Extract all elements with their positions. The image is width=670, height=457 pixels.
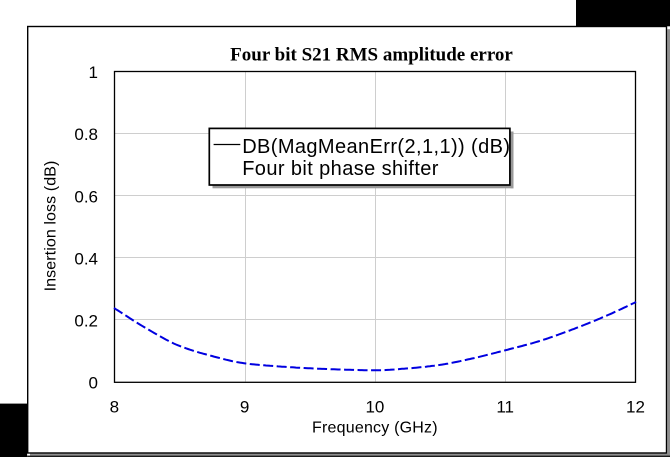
- svg-text:Insertion loss (dB): Insertion loss (dB): [43, 161, 60, 292]
- svg-text:0.8: 0.8: [74, 125, 98, 144]
- svg-text:0: 0: [89, 374, 98, 393]
- svg-text:10: 10: [365, 398, 384, 417]
- svg-text:Four bit S21 RMS amplitude err: Four bit S21 RMS amplitude error: [230, 45, 513, 66]
- svg-text:0.4: 0.4: [74, 249, 98, 268]
- svg-text:12: 12: [626, 398, 645, 417]
- svg-text:1: 1: [89, 63, 98, 82]
- svg-text:DB(MagMeanErr(2,1,1)) (dB): DB(MagMeanErr(2,1,1)) (dB): [242, 136, 510, 158]
- svg-text:11: 11: [496, 398, 514, 417]
- svg-text:0.2: 0.2: [74, 312, 98, 331]
- svg-text:0.6: 0.6: [74, 187, 98, 206]
- svg-text:Frequency (GHz): Frequency (GHz): [312, 420, 438, 437]
- svg-text:Four bit phase shifter: Four bit phase shifter: [242, 158, 439, 180]
- svg-text:8: 8: [110, 398, 119, 417]
- svg-text:9: 9: [240, 398, 249, 417]
